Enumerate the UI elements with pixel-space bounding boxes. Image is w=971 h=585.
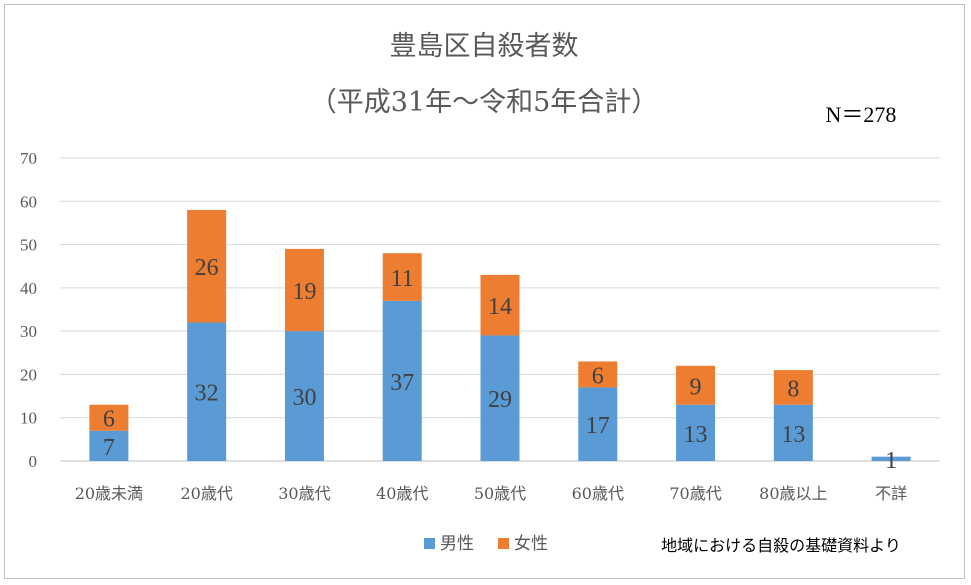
bar-segment	[578, 361, 618, 388]
data-label: 30	[292, 385, 316, 411]
chart-title: 豊島区自殺者数	[390, 31, 579, 62]
legend-swatch	[424, 538, 435, 549]
legend-label: 男性	[440, 534, 474, 554]
data-label: 17	[586, 413, 610, 439]
bar-segment	[187, 209, 227, 323]
x-category-label: 70歳代	[669, 484, 721, 503]
bar-segment	[676, 365, 716, 405]
chart-subtitle: （平成31年～令和5年合計）	[310, 87, 659, 118]
data-label: 26	[195, 255, 219, 281]
bar-segment	[578, 387, 618, 461]
y-tick-label: 40	[20, 279, 37, 298]
bar-segment	[284, 331, 324, 461]
source-note: 地域における自殺の基礎資料より	[661, 536, 901, 555]
data-label: 14	[488, 294, 512, 320]
x-axis-categories: 20歳未満 20歳代 30歳代 40歳代 50歳代 60歳代 70歳代 80歳以上 不詳	[75, 484, 907, 503]
data-label: 6	[103, 407, 115, 433]
x-category-label: 80歳以上	[759, 484, 827, 503]
data-label: 7	[103, 435, 115, 461]
bar-segment	[871, 456, 911, 461]
x-category-label: 20歳代	[180, 484, 232, 503]
data-label: 32	[195, 381, 219, 407]
bar-segment	[676, 404, 716, 461]
data-label: 13	[781, 422, 805, 448]
bar-segment	[480, 274, 520, 336]
bar-segment	[187, 322, 227, 461]
bar-segment	[382, 253, 422, 301]
y-tick-label: 70	[20, 149, 37, 168]
bar-segment	[773, 404, 813, 461]
legend: 男性 女性	[424, 534, 548, 554]
x-category-label: 不詳	[875, 484, 907, 503]
y-tick-label: 20	[20, 365, 37, 384]
y-axis-ticks: 0 10 20 30 40 50 60 70	[20, 149, 37, 471]
bar-segment	[89, 404, 129, 431]
data-label: 8	[787, 376, 799, 402]
bar-segment	[480, 335, 520, 461]
x-category-label: 40歳代	[376, 484, 428, 503]
y-tick-label: 60	[20, 192, 37, 211]
data-label: 29	[488, 387, 512, 413]
bar-segment	[382, 300, 422, 461]
data-label: 11	[391, 266, 414, 292]
x-category-label: 60歳代	[572, 484, 624, 503]
y-tick-label: 50	[20, 236, 37, 255]
x-category-label: 50歳代	[474, 484, 526, 503]
y-tick-label: 0	[29, 452, 38, 471]
data-label: 9	[690, 374, 702, 400]
data-label: 37	[390, 370, 414, 396]
y-tick-label: 30	[20, 322, 37, 341]
legend-swatch	[498, 538, 509, 549]
bar-segment	[89, 430, 129, 461]
x-category-label: 20歳未満	[75, 484, 143, 503]
data-label: 6	[592, 363, 604, 389]
x-category-label: 30歳代	[278, 484, 330, 503]
data-label: 1	[885, 448, 897, 474]
bar-segment	[284, 248, 324, 332]
data-label: 13	[684, 422, 708, 448]
data-label: 19	[292, 279, 316, 305]
legend-label: 女性	[514, 534, 548, 554]
y-tick-label: 10	[20, 409, 37, 428]
bar-segment	[773, 370, 813, 405]
n-annotation: N＝278	[826, 102, 897, 127]
